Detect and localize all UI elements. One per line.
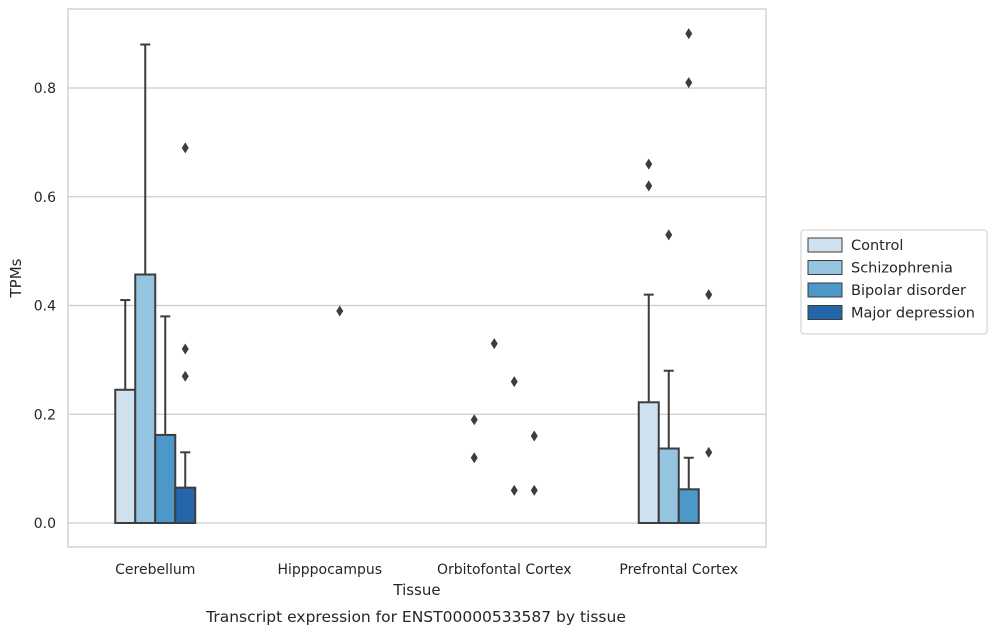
x-tick-label: Prefrontal Cortex xyxy=(619,562,738,578)
y-tick-label: 0.6 xyxy=(34,190,56,206)
outlier-point xyxy=(336,305,344,317)
bar xyxy=(154,433,177,525)
chart-caption: Transcript expression for ENST0000053358… xyxy=(205,608,626,626)
bar xyxy=(677,488,700,525)
outlier-point xyxy=(705,446,713,458)
legend-swatch xyxy=(807,260,843,275)
legend-label: Bipolar disorder xyxy=(851,283,966,299)
x-axis-ticks: Cerebellum Hipppocampus Orbitofontal Corte… xyxy=(115,562,738,578)
bar xyxy=(657,447,680,525)
bar xyxy=(134,273,157,524)
plot-area-frame xyxy=(67,8,767,548)
legend-swatch xyxy=(807,305,843,320)
x-tick-label: Orbitofontal Cortex xyxy=(437,562,572,578)
outlier-point xyxy=(510,484,518,496)
outlier-point xyxy=(645,158,653,170)
x-tick-label: Cerebellum xyxy=(115,562,195,578)
legend-label: Major depression xyxy=(851,306,975,322)
x-axis-label: Tissue xyxy=(392,581,440,599)
outlier-point xyxy=(685,28,693,40)
outlier-point xyxy=(665,229,673,241)
outliers xyxy=(181,28,713,496)
y-tick-label: 0.0 xyxy=(34,516,56,532)
outlier-point xyxy=(490,338,498,350)
outlier-point xyxy=(530,484,538,496)
bar xyxy=(174,486,197,524)
legend-box xyxy=(800,229,988,335)
x-tick-label: Hipppocampus xyxy=(277,562,382,578)
legend-swatch xyxy=(807,282,843,298)
bar xyxy=(114,388,137,524)
error-bars xyxy=(120,43,694,490)
y-axis-ticks: 0.0 0.2 0.4 0.6 0.8 xyxy=(34,81,56,532)
legend-label: Control xyxy=(851,238,903,254)
outlier-point xyxy=(510,376,518,388)
y-tick-label: 0.2 xyxy=(34,407,56,423)
y-axis-label: TPMs xyxy=(7,258,25,298)
legend-swatch xyxy=(807,237,843,253)
outlier-point xyxy=(181,142,189,154)
bar xyxy=(637,401,660,525)
outlier-point xyxy=(470,452,478,464)
bars xyxy=(114,273,700,525)
outlier-point xyxy=(181,343,189,355)
outlier-point xyxy=(530,430,538,442)
outlier-point xyxy=(181,370,189,382)
outlier-point xyxy=(470,414,478,426)
outlier-point xyxy=(645,180,653,192)
y-tick-label: 0.4 xyxy=(34,299,56,315)
y-tick-label: 0.8 xyxy=(34,81,56,97)
outlier-point xyxy=(705,289,713,301)
legend-label: Schizophrenia xyxy=(851,261,953,277)
outlier-point xyxy=(685,77,693,89)
legend: Control Schizophrenia Bipolar disorder Majo… xyxy=(800,229,988,335)
